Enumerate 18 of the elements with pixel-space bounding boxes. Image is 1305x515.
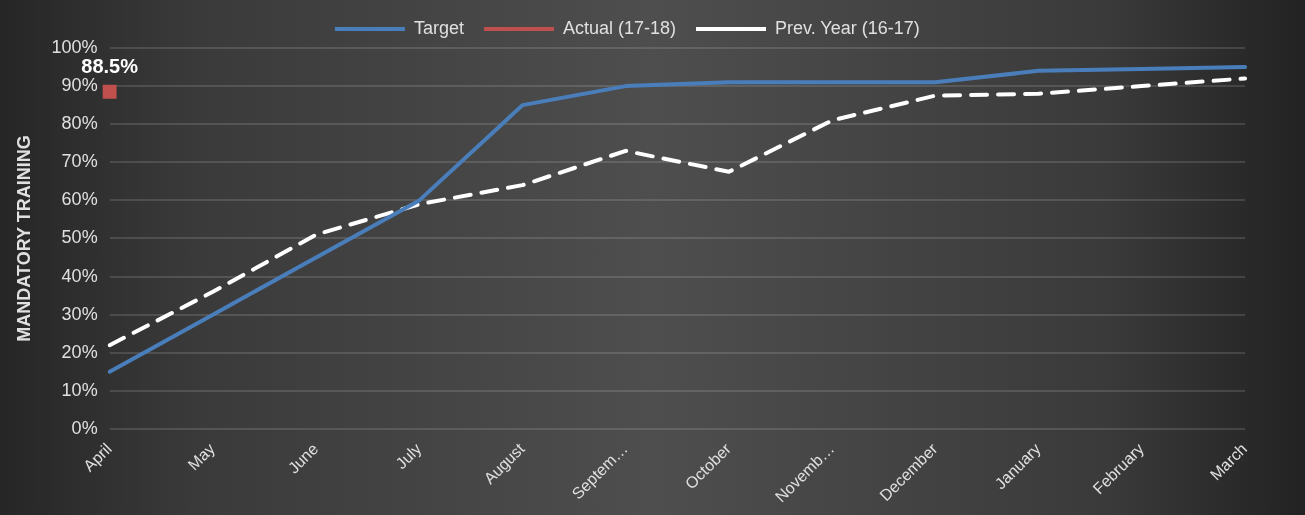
legend-label: Prev. Year (16-17)	[775, 17, 920, 38]
legend-label: Actual (17-18)	[562, 17, 677, 38]
y-tick-label: 80%	[61, 113, 98, 134]
y-tick-label: 90%	[61, 75, 98, 96]
y-tick-label: 60%	[61, 189, 98, 210]
y-tick-label: 50%	[61, 227, 98, 248]
y-axis-title: MANDATORY TRAINING	[13, 135, 34, 342]
y-tick-label: 40%	[61, 265, 98, 286]
x-tick-label: May	[184, 439, 219, 474]
data-label: 88.5%	[81, 55, 139, 78]
y-tick-label: 100%	[51, 36, 98, 57]
y-tick-label: 10%	[61, 379, 98, 400]
y-tick-label: 20%	[61, 341, 98, 362]
y-tick-label: 70%	[61, 151, 98, 172]
legend-label: Target	[413, 17, 464, 38]
x-tick-label: July	[392, 439, 425, 473]
y-tick-label: 0%	[71, 417, 98, 438]
y-tick-label: 30%	[61, 303, 98, 324]
